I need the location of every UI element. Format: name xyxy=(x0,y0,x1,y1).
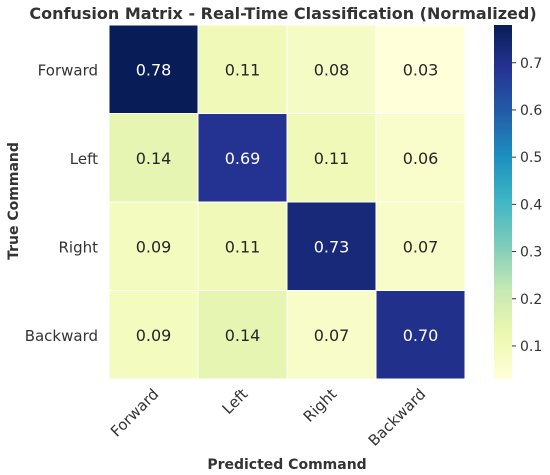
colorbar-tick-label: 0.4 xyxy=(520,197,542,213)
cell-value-label: 0.70 xyxy=(403,326,439,345)
heatmap-cell xyxy=(375,201,466,291)
colorbar-tick-label: 0.2 xyxy=(520,292,542,308)
colorbar-gradient xyxy=(494,25,512,379)
cell-value-label: 0.07 xyxy=(314,326,350,345)
heatmap-cell xyxy=(375,24,466,114)
x-tick-label: Right xyxy=(300,385,341,426)
cell-value-label: 0.08 xyxy=(314,60,350,79)
heatmap-cell xyxy=(108,113,199,203)
y-tick-label: Forward xyxy=(38,61,98,79)
x-tick-label: Left xyxy=(219,385,252,418)
y-tick-label: Right xyxy=(59,238,99,256)
heatmap-cell xyxy=(108,24,199,114)
cell-value-label: 0.06 xyxy=(403,149,439,168)
heatmap-cell xyxy=(197,113,288,203)
cell-value-label: 0.14 xyxy=(136,149,172,168)
heatmap-cell xyxy=(375,290,466,380)
x-axis-label: Predicted Command xyxy=(207,457,366,473)
y-tick-labels: Forward Left Right Backward xyxy=(25,61,98,345)
cell-value-label: 0.09 xyxy=(136,237,172,256)
heatmap-cell xyxy=(286,290,377,380)
heatmap-cell xyxy=(108,290,199,380)
cell-value-label: 0.11 xyxy=(225,237,261,256)
cell-value-label: 0.73 xyxy=(314,237,350,256)
cell-value-label: 0.14 xyxy=(225,326,261,345)
heatmap-grid: 0.78 0.11 0.08 0.03 0.14 0.69 0.11 0.06 0.09 0.11… xyxy=(108,24,466,380)
y-axis-label: True Command xyxy=(6,142,22,260)
heatmap-cell xyxy=(197,201,288,291)
cell-value-label: 0.78 xyxy=(136,60,172,79)
heatmap-cell xyxy=(197,24,288,114)
colorbar-tick-label: 0.1 xyxy=(520,339,542,355)
y-tick-label: Left xyxy=(70,150,98,168)
colorbar-tick-label: 0.7 xyxy=(520,56,542,72)
colorbar-tick-label: 0.5 xyxy=(520,150,542,166)
cell-value-label: 0.11 xyxy=(225,60,261,79)
heatmap-cell xyxy=(286,24,377,114)
x-tick-labels: Forward Left Right Backward xyxy=(107,385,429,450)
cell-value-label: 0.69 xyxy=(225,149,261,168)
heatmap-cell xyxy=(375,113,466,203)
x-tick-label: Forward xyxy=(107,385,162,440)
heatmap-cell xyxy=(197,290,288,380)
colorbar-tick-label: 0.6 xyxy=(520,103,542,119)
colorbar: 0.1 0.2 0.3 0.4 0.5 0.6 0.7 xyxy=(494,25,542,379)
chart-title: Confusion Matrix - Real-Time Classificat… xyxy=(29,4,536,23)
cell-value-label: 0.11 xyxy=(314,149,350,168)
y-tick-label: Backward xyxy=(25,327,98,345)
colorbar-tick-label: 0.3 xyxy=(520,245,542,261)
cell-value-label: 0.07 xyxy=(403,237,439,256)
cell-value-label: 0.09 xyxy=(136,326,172,345)
x-tick-label: Backward xyxy=(365,385,430,450)
cell-value-label: 0.03 xyxy=(403,60,439,79)
